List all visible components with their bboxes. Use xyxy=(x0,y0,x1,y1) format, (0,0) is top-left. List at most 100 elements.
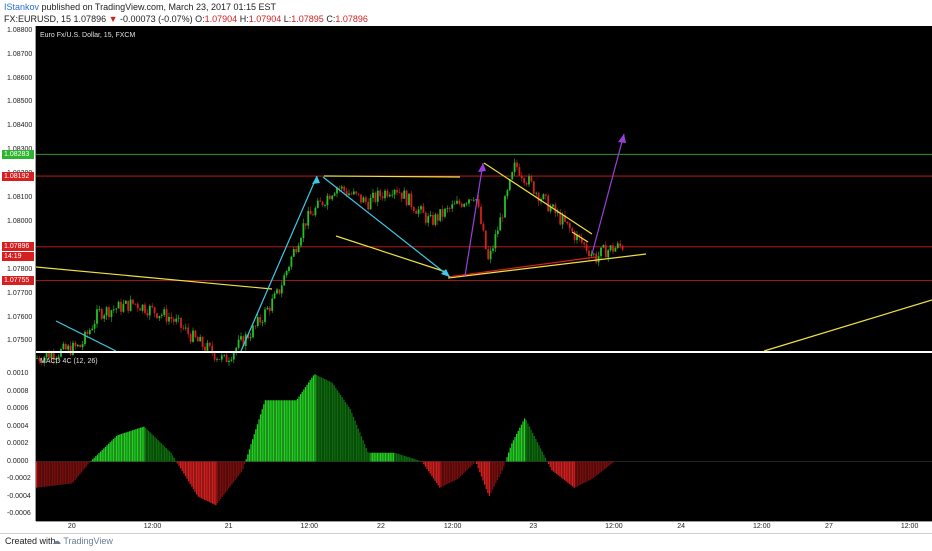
macd-bar xyxy=(487,461,489,494)
candle-body xyxy=(256,317,259,327)
macd-bar xyxy=(509,447,511,462)
candle-body xyxy=(206,342,209,351)
macd-bar xyxy=(277,400,279,462)
price-tick-label: 1.08400 xyxy=(7,122,33,130)
macd-bar xyxy=(308,382,310,462)
macd-bar xyxy=(320,377,323,462)
macd-bar xyxy=(538,445,540,462)
candle-body xyxy=(374,192,377,202)
author-link[interactable]: IStankov xyxy=(4,2,40,12)
macd-bar xyxy=(608,461,611,466)
macd-bar xyxy=(240,461,243,472)
candle-body xyxy=(223,354,226,356)
candle-body xyxy=(333,193,336,196)
macd-bar xyxy=(205,461,207,501)
candle-body xyxy=(429,215,432,217)
macd-bar xyxy=(479,461,481,473)
macd-bar xyxy=(223,461,225,495)
macd-tick-label: -0.0004 xyxy=(7,492,31,500)
macd-bar xyxy=(421,461,423,462)
macd-bar xyxy=(554,461,556,473)
time-tick-label: 12:00 xyxy=(900,523,919,530)
candle-body xyxy=(504,196,506,218)
macd-bar xyxy=(77,461,79,477)
candle-body xyxy=(290,256,293,267)
macd-bar xyxy=(176,461,179,464)
macd-bar xyxy=(533,435,535,462)
macd-bar xyxy=(514,437,516,462)
candle-body xyxy=(108,307,110,318)
pane-separator[interactable] xyxy=(36,351,932,353)
candle-body xyxy=(468,199,470,204)
candle-body xyxy=(607,250,610,258)
macd-bar xyxy=(63,461,65,485)
macd-bar xyxy=(520,424,523,462)
price-tag: 14:19 xyxy=(2,252,34,262)
price-tick-label: 1.07800 xyxy=(7,265,33,273)
macd-bar xyxy=(354,420,356,462)
price-tick-label: 1.08500 xyxy=(7,98,33,106)
candle-body xyxy=(112,309,115,311)
candle-body xyxy=(148,305,151,316)
macd-bar xyxy=(397,453,399,462)
candle-body xyxy=(144,304,146,313)
macd-bar xyxy=(388,452,390,462)
macd-bar xyxy=(461,461,463,475)
macd-bar xyxy=(247,454,249,462)
macd-bar xyxy=(445,461,447,485)
candle-body xyxy=(136,303,139,309)
macd-bar xyxy=(418,460,420,462)
candle-body xyxy=(50,353,53,359)
candle-body xyxy=(40,360,43,363)
macd-bar xyxy=(58,461,60,486)
macd-bar xyxy=(336,390,339,462)
macd-bar xyxy=(60,461,62,485)
macd-bar xyxy=(391,452,393,462)
price-axis[interactable]: 1.08800 1.08700 1.08600 1.08500 1.08400 1.083… xyxy=(0,26,36,521)
macd-bar xyxy=(175,460,177,462)
macd-bar xyxy=(132,430,134,462)
macd-bar xyxy=(317,375,319,462)
macd-bar xyxy=(512,440,515,462)
candle-body xyxy=(165,309,168,322)
macd-bar xyxy=(311,377,313,462)
time-tick-label: 21 xyxy=(224,523,233,530)
price-tick-label: 1.08100 xyxy=(7,194,33,202)
candle-body xyxy=(283,275,286,286)
candle-body xyxy=(156,313,158,319)
macd-tick-label: 0.0008 xyxy=(7,387,29,395)
tradingview-logo[interactable]: ☁ TradingView xyxy=(52,536,113,547)
macd-bar xyxy=(400,454,403,462)
macd-bar xyxy=(522,421,524,462)
macd-bar xyxy=(287,400,289,462)
time-tick-label: 12:00 xyxy=(605,523,623,530)
candle-body xyxy=(357,193,360,195)
candle-body xyxy=(146,312,149,316)
candle-body xyxy=(62,343,65,350)
macd-bar xyxy=(268,400,270,462)
macd-bar xyxy=(309,380,311,462)
candle-body xyxy=(132,299,134,304)
macd-bar xyxy=(82,461,84,471)
macd-bar xyxy=(159,441,161,462)
time-axis[interactable]: 20 12:00 21 12:00 22 12:00 23 12:00 24 12:00 27 12:… xyxy=(36,521,932,534)
candle-body xyxy=(427,216,430,223)
macd-bar xyxy=(412,458,414,462)
candle-body xyxy=(168,317,170,322)
candle-body xyxy=(172,319,175,322)
candle-body xyxy=(129,299,132,311)
macd-bar xyxy=(402,455,404,462)
macd-bar xyxy=(100,451,102,462)
macd-bar xyxy=(556,461,558,474)
macd-bar xyxy=(101,449,103,462)
macd-bar xyxy=(368,452,371,462)
chart-canvas[interactable] xyxy=(36,26,932,521)
candle-body xyxy=(398,192,401,194)
macd-bar xyxy=(117,434,119,462)
macd-bar xyxy=(285,400,287,462)
chart-plot-area[interactable] xyxy=(36,26,932,521)
candle-body xyxy=(367,201,370,210)
macd-bar xyxy=(48,461,51,487)
candle-body xyxy=(242,336,245,346)
macd-bar xyxy=(335,387,337,462)
